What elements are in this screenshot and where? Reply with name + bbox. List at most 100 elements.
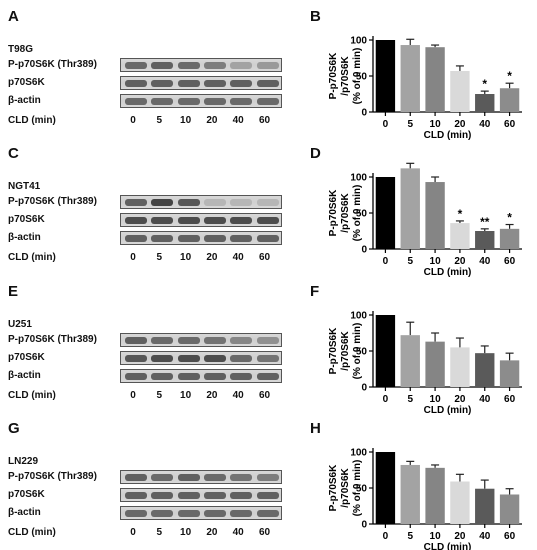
cell-line-label: NGT41 — [8, 181, 41, 192]
x-tick-label: 40 — [479, 394, 491, 405]
significance-marker: * — [482, 77, 487, 91]
x-axis-label: CLD (min) — [424, 267, 472, 278]
lane-number: 20 — [206, 527, 218, 538]
y-axis-label-line: P-p70S6K — [328, 189, 339, 236]
y-axis-label-line: P-p70S6K — [328, 327, 339, 374]
blot-band — [177, 373, 200, 380]
bar — [450, 347, 470, 387]
x-tick-label: 10 — [430, 394, 442, 405]
lane-number: 5 — [156, 527, 163, 538]
y-axis-label-line: P-p70S6K — [328, 464, 339, 511]
blot-band — [151, 337, 174, 344]
y-axis-label-line: (% of 0 min) — [352, 185, 363, 242]
lane-axis-label: CLD (min) — [8, 390, 56, 401]
blot-band — [125, 235, 147, 242]
x-tick-label: 60 — [504, 531, 516, 542]
y-axis-label-line: (% of 0 min) — [352, 460, 363, 517]
blot-band — [256, 235, 279, 242]
lane-number: 10 — [180, 252, 192, 263]
x-tick-label: 0 — [383, 256, 389, 267]
bar — [425, 467, 445, 524]
blot-band — [125, 217, 147, 224]
x-tick-label: 5 — [407, 256, 413, 267]
panel-row: C NGT41 P-p70S6K (Thr389) p70S6K β-actin CLD … — [0, 137, 537, 278]
blot-row-label: p70S6K — [8, 77, 45, 88]
panel-letter-left: G — [8, 420, 20, 437]
blot-band — [230, 62, 253, 69]
x-tick-label: 0 — [383, 119, 389, 130]
bar — [425, 341, 445, 387]
lane-number: 40 — [232, 115, 244, 126]
blot-band — [203, 510, 226, 517]
blot-band — [203, 217, 226, 224]
blot-band — [203, 337, 226, 344]
blot-strip — [120, 94, 282, 108]
blot-band — [151, 510, 174, 517]
x-tick-label: 0 — [383, 531, 389, 542]
blot-band — [203, 373, 226, 380]
blot-band — [177, 492, 200, 499]
lane-number: 60 — [258, 115, 271, 126]
blot-strip — [120, 506, 282, 520]
blot-strip — [120, 213, 282, 227]
panel-letter-right: F — [310, 283, 320, 300]
blot-band — [125, 80, 147, 87]
cell-line-label: T98G — [8, 44, 34, 55]
blot-row-label: β-actin — [8, 95, 41, 106]
lane-number: 60 — [258, 390, 271, 401]
x-tick-label: 40 — [479, 256, 491, 267]
significance-marker: * — [507, 211, 512, 225]
blot-row-label: P-p70S6K (Thr389) — [8, 471, 97, 482]
lane-number: 0 — [130, 527, 136, 538]
blot-row-label: β-actin — [8, 370, 41, 381]
bar-chart: P-p70S6K/p70S6K(% of 0 min) 0 50 100 0 5 10 20 4… — [328, 311, 522, 416]
blot-band — [230, 355, 253, 362]
x-axis-label: CLD (min) — [424, 405, 472, 416]
blot-band — [125, 62, 147, 69]
lane-number: 60 — [258, 252, 271, 263]
blot-band — [125, 474, 147, 481]
blot-row-label: β-actin — [8, 232, 41, 243]
y-tick-label: 100 — [350, 311, 367, 322]
bar — [475, 94, 495, 112]
blot-band — [151, 474, 174, 481]
panel-letter-left: C — [8, 145, 19, 162]
blot-strip — [120, 58, 282, 72]
x-tick-label: 60 — [504, 394, 516, 405]
lane-number: 0 — [130, 390, 136, 401]
blot-row-label: β-actin — [8, 507, 41, 518]
blot-band — [125, 337, 147, 344]
blot-band — [203, 62, 226, 69]
x-tick-label: 10 — [430, 531, 442, 542]
panel-letter-right: D — [310, 145, 321, 162]
blot-band — [203, 199, 226, 206]
y-axis-label-line: (% of 0 min) — [352, 48, 363, 105]
blot-row-label: p70S6K — [8, 214, 45, 225]
y-axis-label: P-p70S6K/p70S6K(% of 0 min) — [328, 185, 363, 242]
blot-band — [256, 98, 279, 105]
blot-band — [151, 62, 174, 69]
blot-band — [203, 98, 226, 105]
x-tick-label: 20 — [454, 394, 466, 405]
bar — [400, 335, 420, 387]
lane-number: 0 — [130, 252, 136, 263]
bar-chart: P-p70S6K/p70S6K(% of 0 min) 0 50 100 0 5 10 20 *… — [328, 162, 522, 278]
blot-row-label: p70S6K — [8, 489, 45, 500]
significance-marker: ** — [480, 215, 490, 229]
bar — [499, 228, 520, 249]
y-axis-label-line: /p70S6K — [340, 467, 351, 507]
blot-band — [125, 510, 147, 517]
bar — [400, 464, 420, 524]
x-tick-label: 40 — [479, 531, 491, 542]
blot-band — [177, 98, 200, 105]
blot-band — [256, 337, 279, 344]
bar — [499, 360, 520, 387]
panel-row: E U251 P-p70S6K (Thr389) p70S6K β-actin CLD (… — [0, 275, 537, 416]
bar — [425, 182, 445, 249]
lane-number: 5 — [156, 115, 163, 126]
blot-band — [230, 199, 253, 206]
cell-line-label: LN229 — [8, 456, 39, 467]
y-tick-label: 100 — [350, 173, 367, 184]
lane-axis-label: CLD (min) — [8, 252, 56, 263]
bar — [375, 40, 396, 112]
